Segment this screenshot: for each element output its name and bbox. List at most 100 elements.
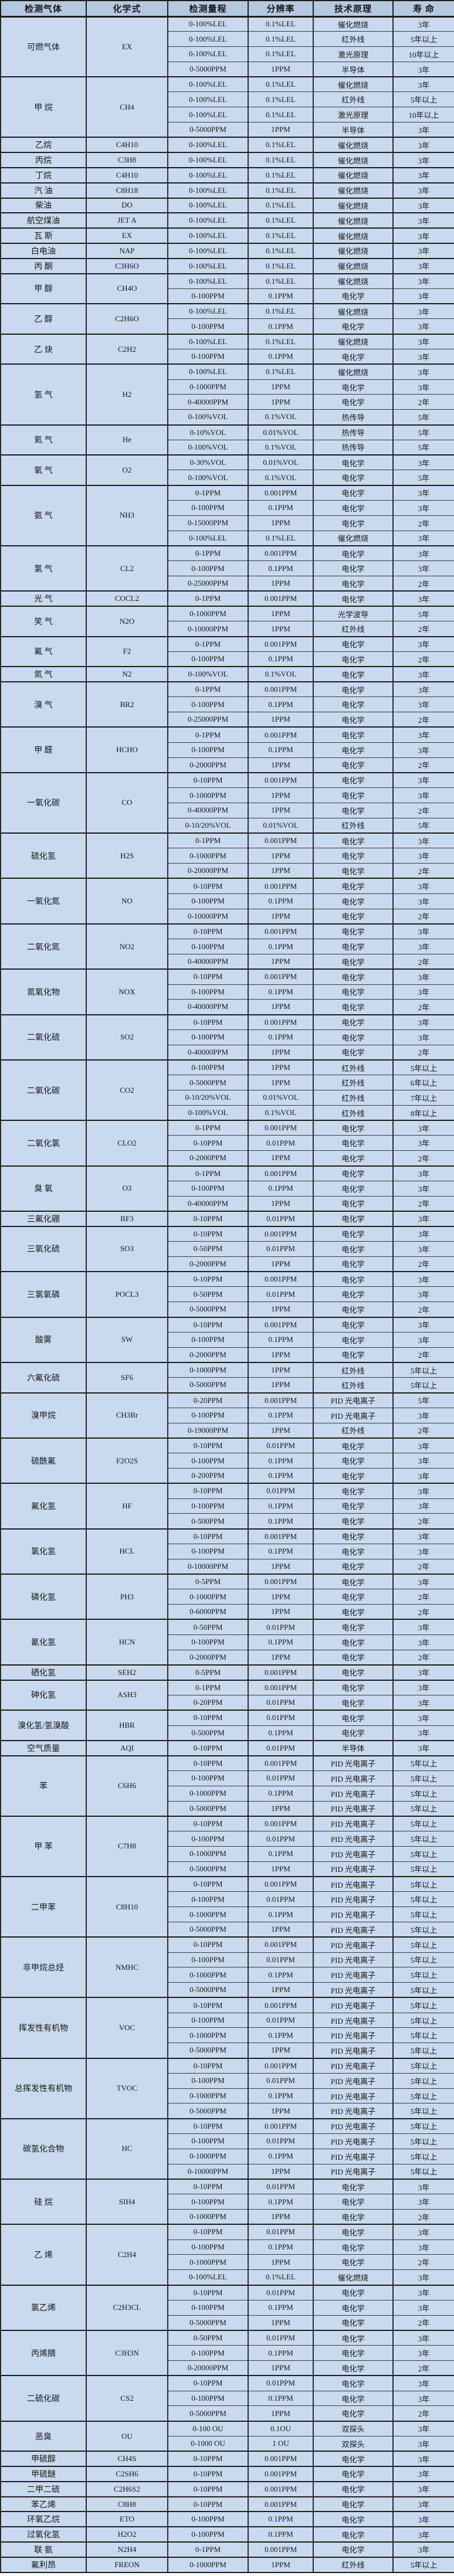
principle-cell: 电化学 — [313, 1694, 394, 1711]
table-row: 0-1000PPM 0.1PPM PID 光电离子 5年以上 — [1, 1846, 454, 1862]
formula-cell: C8H8 — [86, 2496, 168, 2512]
principle-cell: PID 光电离子 — [313, 1876, 394, 1892]
table-row: 二氧化硫 SO2 0-10PPM 0.001PPM 电化学 3年 — [0, 1014, 454, 1060]
range-cell: 0-100%LEL — [167, 257, 249, 274]
formula-cell: HF — [86, 1483, 168, 1529]
gas-name-cell: 乙 炔 — [0, 333, 87, 365]
lifespan-cell: 3年 — [392, 1710, 454, 1726]
range-cell: 0-5PPM — [167, 1664, 249, 1680]
lifespan-cell: 3年 — [392, 2284, 454, 2300]
principle-cell: PID 光电离子 — [313, 2088, 394, 2103]
resolution-cell: 1PPM — [248, 2405, 314, 2421]
lifespan-cell: 3年 — [392, 227, 454, 243]
principle-cell: 红外线 — [313, 817, 394, 834]
lifespan-cell: 3年 — [392, 1407, 454, 1423]
principle-cell: 电化学 — [313, 1271, 394, 1287]
table-row: 0-1000PPM 0.1PPM PID 光电离子 5年以上 — [1, 1906, 454, 1922]
lifespan-cell: 3年 — [392, 742, 454, 758]
range-cell: 0-100%LEL — [167, 530, 249, 546]
table-row: 0-100PPM 0.1PPM 电化学 3年 — [1, 1029, 454, 1045]
range-cell: 0-10PPM — [167, 1014, 249, 1030]
resolution-cell: 0.1PPM — [248, 1331, 314, 1348]
lifespan-cell: 3年 — [392, 2420, 454, 2436]
lifespan-cell: 2年 — [392, 515, 454, 531]
principle-cell: 电化学 — [313, 787, 394, 803]
principle-cell: 电化学 — [313, 1331, 394, 1348]
lifespan-cell: 3年 — [392, 1468, 454, 1484]
resolution-cell: 0.01PPM — [248, 1710, 314, 1726]
lifespan-cell: 3年 — [392, 1331, 454, 1348]
gas-name-cell: 硒化氢 — [0, 1664, 87, 1680]
principle-cell: 电化学 — [313, 2451, 394, 2467]
principle-cell: PID 光电离子 — [313, 1770, 394, 1786]
resolution-cell: 0.1%LEL — [248, 363, 314, 380]
principle-cell: 电化学 — [313, 2496, 394, 2512]
lifespan-cell: 2年 — [392, 1422, 454, 1438]
resolution-cell: 0.1PPM — [248, 1498, 314, 1514]
formula-cell: NO — [86, 878, 168, 924]
principle-cell: 电化学 — [313, 1679, 394, 1695]
resolution-cell: 0.001PPM — [248, 726, 314, 743]
range-cell: 0-5000PPM — [167, 1377, 249, 1393]
gas-name-cell: 丙烯腈 — [0, 2329, 87, 2376]
principle-cell: 电化学 — [313, 2194, 394, 2210]
resolution-cell: 0.01PPM — [248, 2375, 314, 2391]
resolution-cell: 1PPM — [248, 908, 314, 924]
principle-cell: 电化学 — [313, 2178, 394, 2194]
table-row: 0-50PPM 0.01PPM 电化学 3年 — [1, 1241, 454, 1257]
resolution-cell: 0.01PPM — [248, 1210, 314, 1226]
table-row: 氯化氢 HCL 0-10PPM 0.001PPM 电化学 3年 — [0, 1528, 454, 1575]
table-row: 氟 气 F2 0-1PPM 0.001PPM 电化学 3年 — [0, 635, 454, 667]
table-row: 0-5000PPM 1PPM 电化学 2年 — [1, 2405, 454, 2421]
table-row: 0-5000PPM 1PPM PID 光电离子 5年以上 — [1, 1982, 454, 1998]
resolution-cell: 0.1%LEL — [248, 16, 314, 32]
lifespan-cell: 2年 — [392, 863, 454, 879]
formula-cell: NOX — [86, 968, 168, 1015]
principle-cell: 催化燃烧 — [313, 273, 394, 289]
range-cell: 0-6000PPM — [167, 1604, 249, 1620]
table-row: 光 气 COCL2 0-1PPM 0.001PPM 电化学 3年 — [0, 590, 454, 607]
table-row: 0-100PPM 0.1PPM 电化学 3年 — [1, 500, 454, 516]
lifespan-cell: 10年以上 — [392, 107, 454, 123]
resolution-cell: 0.1%LEL — [248, 137, 314, 153]
principle-cell: 电化学 — [313, 681, 394, 697]
table-row: 0-100PPM 0.1PPM 电化学 3年 — [1, 2390, 454, 2406]
lifespan-cell: 3年 — [392, 288, 454, 304]
table-row: 氧 气 O2 0-30%VOL 0.01%VOL 电化学 3年 — [0, 454, 454, 485]
resolution-cell: 1PPM — [248, 757, 314, 773]
range-cell: 0-100%VOL — [167, 439, 249, 456]
gas-name-cell: 氟利昂 — [0, 2556, 87, 2573]
resolution-cell: 0.01%VOL — [248, 1090, 314, 1106]
principle-cell: PID 光电离子 — [313, 1906, 394, 1922]
principle-cell: 电化学 — [313, 1014, 394, 1030]
formula-cell: BR2 — [86, 681, 168, 728]
table-row: 0-2000PPM 1PPM 电化学 2年 — [1, 1649, 454, 1665]
lifespan-cell: 3年 — [392, 848, 454, 864]
principle-cell: 电化学 — [313, 288, 394, 304]
principle-cell: 电化学 — [313, 2526, 394, 2543]
resolution-cell: 0.01%VOL — [248, 424, 314, 440]
lifespan-cell: 5年以上 — [392, 2043, 454, 2058]
resolution-cell: 0.1PPM — [248, 1967, 314, 1983]
formula-cell: C2H6O — [86, 303, 168, 334]
lifespan-cell: 3年 — [392, 1664, 454, 1680]
formula-cell: C2SH6 — [86, 2466, 168, 2482]
lifespan-cell: 5年以上 — [392, 1755, 454, 1771]
lifespan-cell: 3年 — [392, 893, 454, 909]
formula-cell: O2 — [86, 454, 168, 485]
lifespan-cell: 5年以上 — [392, 2057, 454, 2074]
principle-cell: 半导体 — [313, 61, 394, 77]
table-row: 0-100%VOL 0.1%VOL 热传导 5年 — [1, 409, 454, 425]
principle-cell: 电化学 — [313, 560, 394, 576]
resolution-cell: 0.1%LEL — [248, 46, 314, 62]
principle-cell: 电化学 — [313, 545, 394, 561]
range-cell: 0-100PPM — [167, 1029, 249, 1045]
lifespan-cell: 3年 — [392, 2269, 454, 2285]
table-row: 0-2000PPM 1PPM 电化学 2年 — [1, 1347, 454, 1362]
range-cell: 0-50PPM — [167, 2329, 249, 2346]
table-row: 溴 气 BR2 0-1PPM 0.001PPM 电化学 3年 — [0, 681, 454, 728]
table-row: 氮氧化物 NOX 0-10PPM 0.001PPM 电化学 3年 — [0, 968, 454, 1015]
resolution-cell: 0.01PPM — [248, 1286, 314, 1302]
range-cell: 0-100PPM — [167, 1407, 249, 1423]
range-cell: 0-1PPM — [167, 1165, 249, 1181]
